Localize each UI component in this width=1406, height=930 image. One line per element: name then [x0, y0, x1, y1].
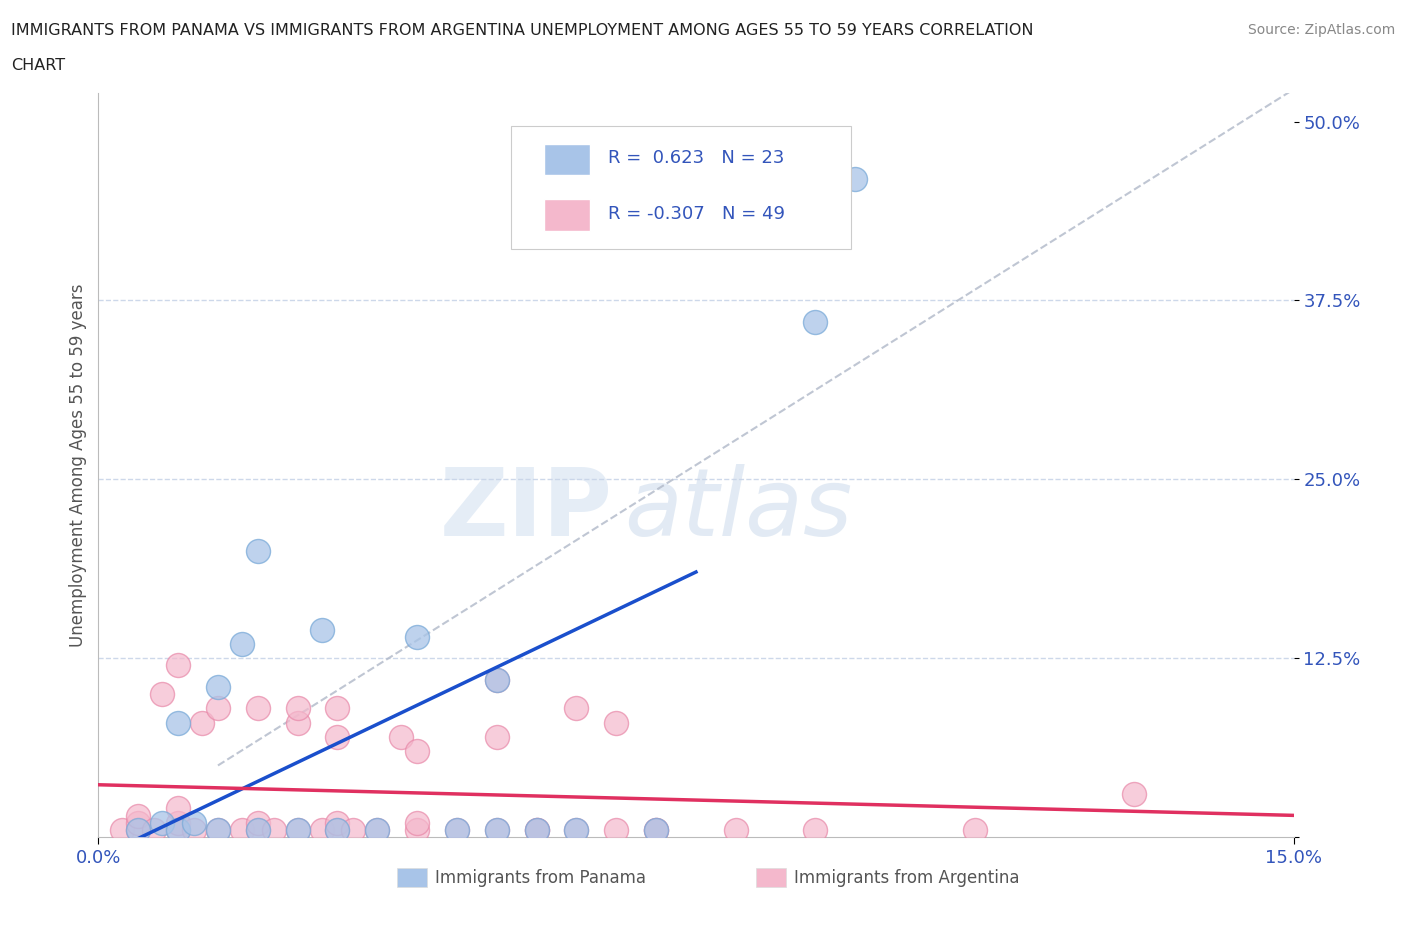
- Point: [246, 816, 269, 830]
- Point: [406, 816, 429, 830]
- Point: [804, 314, 827, 329]
- Point: [167, 715, 190, 730]
- FancyBboxPatch shape: [544, 199, 589, 231]
- Point: [287, 715, 309, 730]
- Point: [844, 171, 866, 186]
- Y-axis label: Unemployment Among Ages 55 to 59 years: Unemployment Among Ages 55 to 59 years: [69, 284, 87, 646]
- Point: [342, 822, 364, 837]
- Point: [485, 672, 508, 687]
- Point: [526, 822, 548, 837]
- Point: [231, 822, 253, 837]
- Point: [485, 729, 508, 744]
- Point: [366, 822, 388, 837]
- Point: [287, 701, 309, 716]
- Text: atlas: atlas: [624, 464, 852, 555]
- Point: [406, 744, 429, 759]
- Point: [150, 686, 173, 701]
- Point: [263, 822, 285, 837]
- Text: IMMIGRANTS FROM PANAMA VS IMMIGRANTS FROM ARGENTINA UNEMPLOYMENT AMONG AGES 55 T: IMMIGRANTS FROM PANAMA VS IMMIGRANTS FRO…: [11, 23, 1033, 38]
- Point: [311, 822, 333, 837]
- Point: [406, 630, 429, 644]
- FancyBboxPatch shape: [398, 869, 427, 887]
- Point: [446, 822, 468, 837]
- Point: [246, 701, 269, 716]
- Text: CHART: CHART: [11, 58, 65, 73]
- FancyBboxPatch shape: [756, 869, 786, 887]
- Point: [605, 822, 627, 837]
- Point: [191, 715, 214, 730]
- Point: [127, 816, 149, 830]
- Point: [565, 701, 588, 716]
- Point: [326, 822, 349, 837]
- FancyBboxPatch shape: [510, 126, 852, 249]
- Point: [406, 822, 429, 837]
- Point: [167, 822, 190, 837]
- Point: [645, 822, 668, 837]
- Point: [326, 729, 349, 744]
- Text: R = -0.307   N = 49: R = -0.307 N = 49: [607, 206, 785, 223]
- Point: [605, 715, 627, 730]
- Point: [485, 822, 508, 837]
- Point: [231, 636, 253, 651]
- Point: [167, 801, 190, 816]
- Point: [526, 822, 548, 837]
- Point: [287, 822, 309, 837]
- Point: [183, 822, 205, 837]
- Point: [565, 822, 588, 837]
- Point: [804, 822, 827, 837]
- Point: [311, 622, 333, 637]
- Point: [326, 701, 349, 716]
- Point: [326, 822, 349, 837]
- Point: [485, 672, 508, 687]
- Point: [565, 822, 588, 837]
- Point: [167, 658, 190, 672]
- Point: [645, 822, 668, 837]
- Point: [143, 822, 166, 837]
- Point: [127, 808, 149, 823]
- Text: ZIP: ZIP: [440, 464, 613, 555]
- Point: [287, 822, 309, 837]
- Point: [246, 822, 269, 837]
- Point: [207, 679, 229, 694]
- Text: Immigrants from Panama: Immigrants from Panama: [436, 869, 647, 886]
- Point: [1123, 787, 1146, 802]
- Point: [645, 822, 668, 837]
- Point: [326, 816, 349, 830]
- Point: [446, 822, 468, 837]
- Point: [207, 822, 229, 837]
- Point: [127, 822, 149, 837]
- Text: R =  0.623   N = 23: R = 0.623 N = 23: [607, 150, 785, 167]
- Point: [389, 729, 412, 744]
- Point: [167, 816, 190, 830]
- Point: [246, 822, 269, 837]
- Point: [963, 822, 986, 837]
- Point: [183, 816, 205, 830]
- Point: [127, 822, 149, 837]
- Point: [111, 822, 134, 837]
- Text: Source: ZipAtlas.com: Source: ZipAtlas.com: [1247, 23, 1395, 37]
- Point: [366, 822, 388, 837]
- Point: [246, 543, 269, 558]
- Point: [485, 822, 508, 837]
- Point: [207, 822, 229, 837]
- FancyBboxPatch shape: [544, 143, 589, 175]
- Point: [167, 822, 190, 837]
- Point: [724, 822, 747, 837]
- Point: [207, 701, 229, 716]
- Point: [526, 822, 548, 837]
- Text: Immigrants from Argentina: Immigrants from Argentina: [794, 869, 1019, 886]
- Point: [150, 816, 173, 830]
